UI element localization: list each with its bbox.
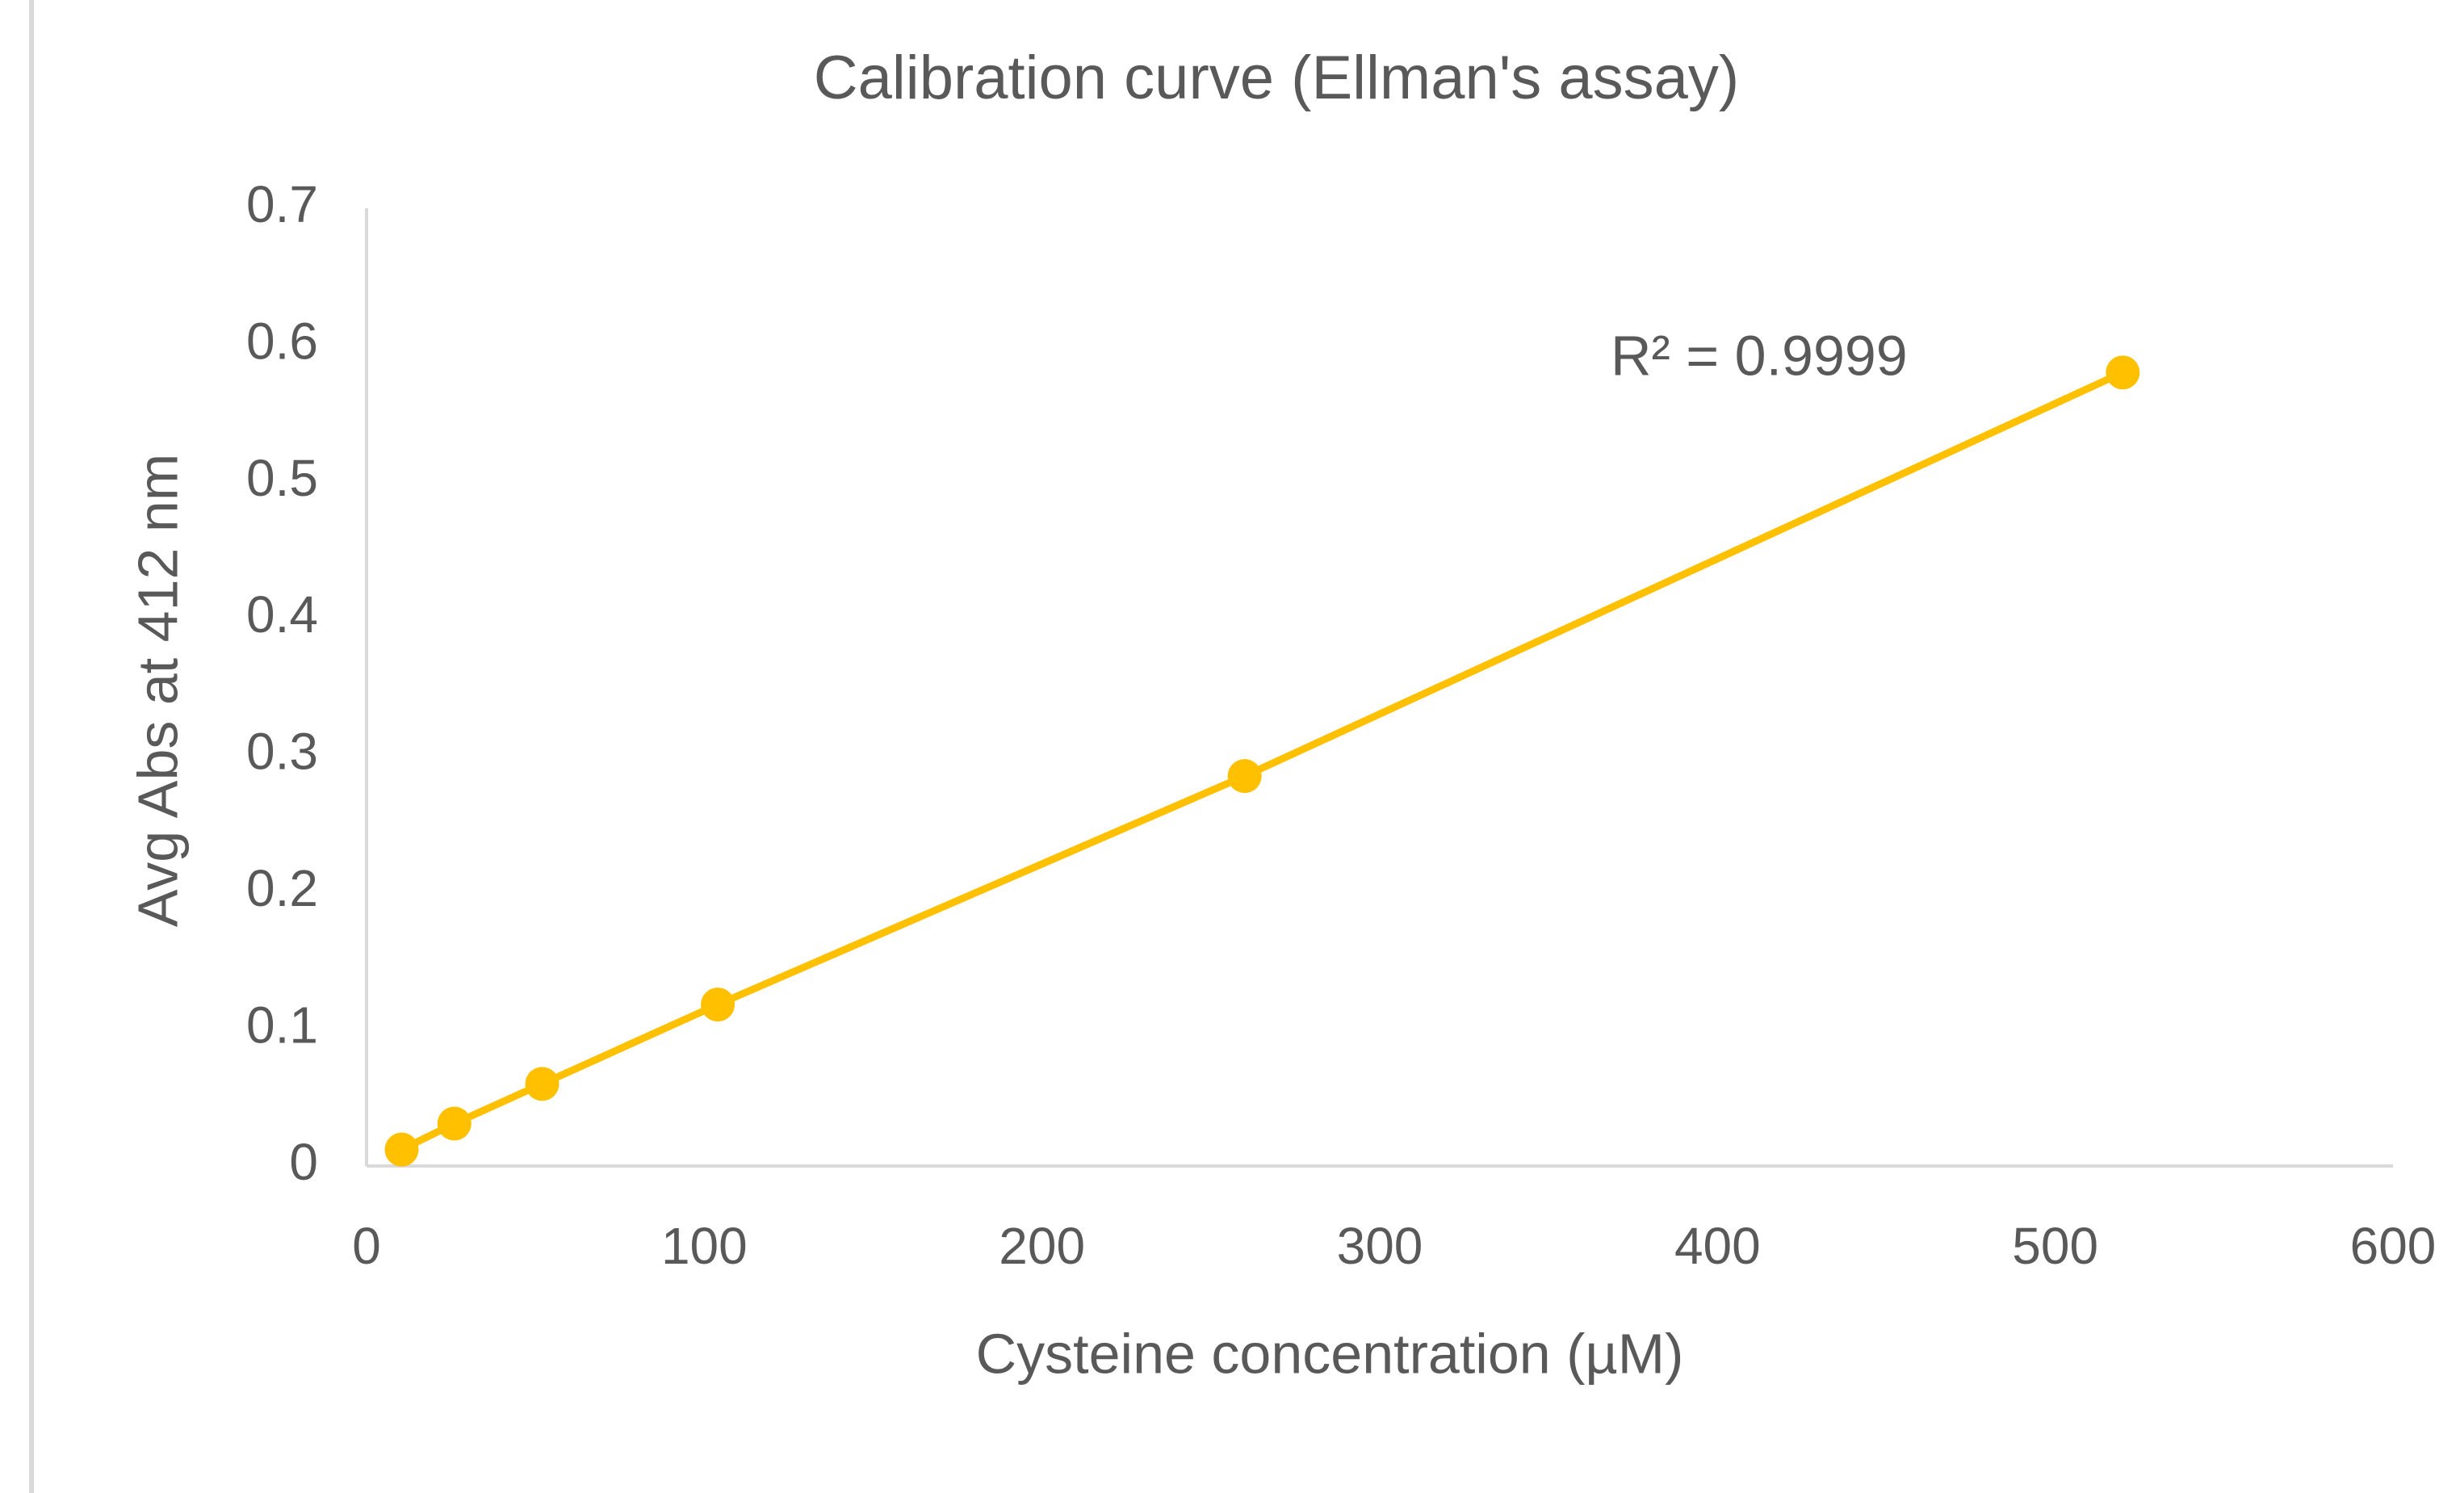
data-point xyxy=(2106,355,2140,390)
x-axis-label: Cysteine concentration (µM) xyxy=(976,1322,1684,1385)
data-point xyxy=(701,988,735,1022)
y-tick-label: 0 xyxy=(289,1133,318,1191)
y-tick-label: 0.6 xyxy=(246,312,318,370)
y-tick-label: 0.5 xyxy=(246,449,318,507)
data-point xyxy=(1227,759,1262,794)
x-tick-label: 300 xyxy=(1337,1217,1423,1275)
x-tick-label: 600 xyxy=(2350,1217,2437,1275)
y-tick-label: 0.3 xyxy=(246,723,318,781)
data-point xyxy=(437,1106,471,1141)
chart-title: Calibration curve (Ellman's assay) xyxy=(814,44,1739,112)
x-tick-label: 200 xyxy=(999,1217,1085,1275)
annotation: R² = 0.9999 xyxy=(1611,324,1908,387)
y-tick-label: 0.7 xyxy=(246,175,318,233)
x-tick-label: 0 xyxy=(352,1217,381,1275)
y-tick-label: 0.2 xyxy=(246,859,318,917)
x-tick-label: 400 xyxy=(1674,1217,1761,1275)
data-point xyxy=(384,1132,419,1167)
y-tick-label: 0.4 xyxy=(246,585,318,644)
series-line xyxy=(400,369,2125,1153)
data-point xyxy=(525,1067,559,1101)
y-tick-label: 0.1 xyxy=(246,996,318,1054)
x-tick-label: 100 xyxy=(661,1217,748,1275)
y-axis-label: Avg Abs at 412 nm xyxy=(126,454,189,927)
x-tick-label: 500 xyxy=(2012,1217,2098,1275)
